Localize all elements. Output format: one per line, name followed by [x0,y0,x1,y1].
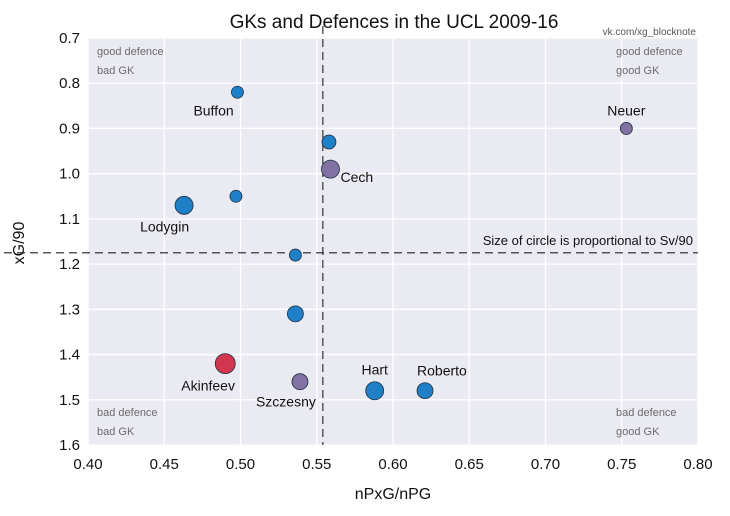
data-point [286,305,304,323]
y-tick-label: 0.9 [59,120,80,137]
y-tick-label: 1.5 [59,392,80,409]
quadrant-label-top-right: good defence [616,46,683,58]
y-tick-label: 0.8 [59,75,80,92]
quadrant-label-top-left: good defence [97,46,164,58]
quadrant-label-bottom-right: bad defence [616,407,677,419]
quadrant-labels: good defence bad GK good defence good GK bad… [97,46,683,438]
y-axis-ticks: 0.7 0.8 0.9 1.0 1.1 1.2 1.3 1.4 1.5 1.6 [59,30,80,454]
data-point-neuer [619,122,633,135]
x-axis-label: nPxG/nPG [355,486,431,503]
y-tick-label: 1.3 [59,301,80,318]
x-tick-label: 0.60 [378,456,407,473]
x-tick-label: 0.50 [226,456,255,473]
x-tick-label: 0.40 [73,456,102,473]
data-point-akinfeev [214,353,236,375]
point-label-lodygin: Lodygin [140,218,189,234]
data-point-hart [365,381,385,401]
x-tick-label: 0.45 [150,456,179,473]
data-point-szczesny [291,373,309,391]
y-tick-label: 1.4 [59,347,80,364]
source-watermark: vk.com/xg_blocknote [603,27,697,38]
x-tick-label: 0.75 [607,456,636,473]
point-label-neuer: Neuer [607,102,645,118]
x-tick-label: 0.70 [531,456,560,473]
x-tick-label: 0.80 [683,456,712,473]
y-tick-label: 1.1 [59,211,80,228]
point-labels: Buffon Neuer Cech Lodygin Akinfeev Szczesny Ha… [140,102,646,409]
y-tick-label: 0.7 [59,30,80,47]
point-label-hart: Hart [361,362,388,378]
y-tick-label: 1.6 [59,437,80,454]
point-label-buffon: Buffon [193,102,233,118]
y-tick-label: 1.0 [59,166,80,183]
y-axis-label: xG/90 [11,222,28,265]
size-note: Size of circle is proportional to Sv/90 [483,233,693,248]
quadrant-label-bottom-right: good GK [616,426,660,438]
x-axis-ticks: 0.40 0.45 0.50 0.55 0.60 0.65 0.70 0.75 0.80 [73,456,712,473]
data-point-roberto [416,382,434,400]
reference-lines [4,26,698,445]
data-point [229,189,243,203]
data-point [321,134,337,150]
data-point-buffon [231,85,244,99]
chart-title: GKs and Defences in the UCL 2009-16 [230,12,559,33]
point-label-cech: Cech [340,169,373,185]
point-label-szczesny: Szczesny [256,394,316,410]
point-label-roberto: Roberto [417,363,467,379]
grid-lines [87,37,699,446]
x-tick-label: 0.65 [455,456,484,473]
point-label-akinfeev: Akinfeev [181,378,235,394]
quadrant-label-bottom-left: bad GK [97,426,135,438]
quadrant-label-bottom-left: bad defence [97,407,158,419]
y-tick-label: 1.2 [59,256,80,273]
data-points [174,85,633,401]
quadrant-label-top-left: bad GK [97,65,135,77]
data-point-lodygin [174,195,194,215]
x-tick-label: 0.55 [302,456,331,473]
data-point [288,248,302,262]
data-point-cech [321,159,340,179]
quadrant-label-top-right: good GK [616,65,660,77]
